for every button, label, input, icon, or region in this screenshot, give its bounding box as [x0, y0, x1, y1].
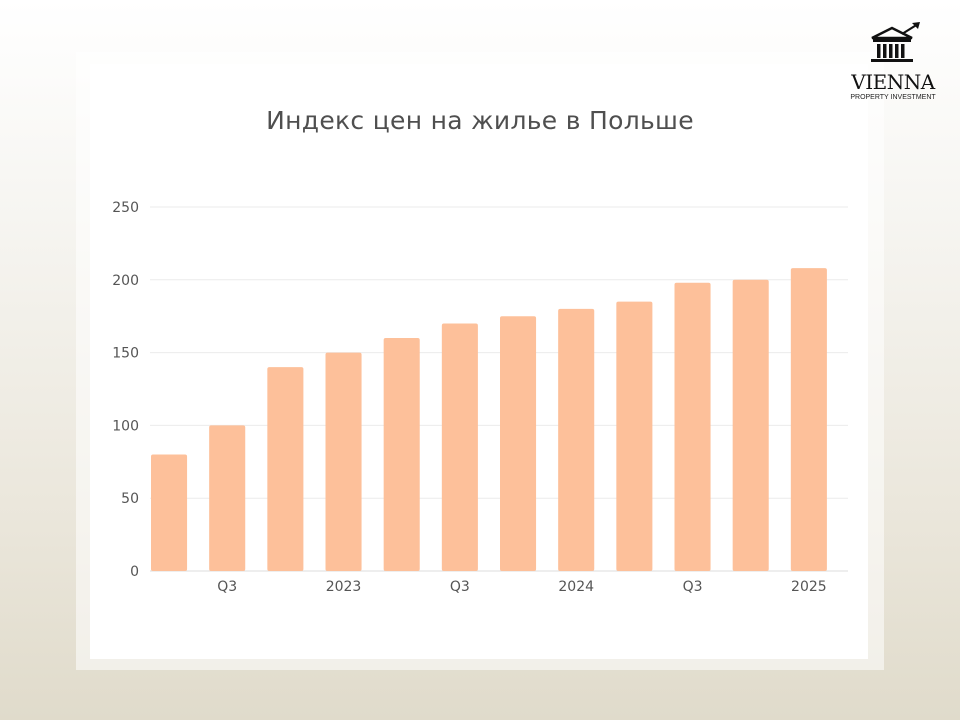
y-tick-label: 150 — [112, 346, 139, 362]
x-tick-label: Q3 — [683, 579, 703, 595]
bars — [151, 268, 827, 571]
bar — [558, 308, 595, 571]
brand-tagline: PROPERTY INVESTMENT — [850, 94, 936, 101]
bar — [267, 367, 304, 571]
x-tick-label: 2023 — [326, 579, 362, 595]
bar — [383, 338, 420, 571]
brand-name: VIENNA — [851, 70, 935, 94]
y-tick-label: 50 — [121, 491, 139, 507]
y-axis-ticks: 0 50 100 150 200 250 — [112, 200, 139, 580]
bar — [732, 279, 769, 571]
chart-title: Индекс цен на жилье в Польше — [266, 106, 694, 135]
bar — [674, 282, 711, 571]
x-tick-label: 2024 — [558, 579, 594, 595]
x-axis-ticks: Q3 2023 Q3 2024 Q3 2025 — [217, 579, 826, 595]
bar — [790, 268, 827, 571]
bar — [616, 301, 653, 571]
y-tick-label: 250 — [112, 200, 139, 216]
x-tick-label: 2025 — [791, 579, 827, 595]
building-arrow-icon — [871, 22, 920, 62]
x-tick-label: Q3 — [217, 579, 237, 595]
bar — [500, 316, 537, 571]
y-tick-label: 200 — [112, 273, 139, 289]
bar — [209, 425, 246, 571]
y-tick-label: 0 — [130, 564, 139, 580]
x-tick-label: Q3 — [450, 579, 470, 595]
y-tick-label: 100 — [112, 418, 139, 434]
bar — [151, 454, 188, 571]
bar — [325, 352, 362, 571]
grid-lines — [150, 206, 848, 572]
bar — [441, 323, 478, 571]
